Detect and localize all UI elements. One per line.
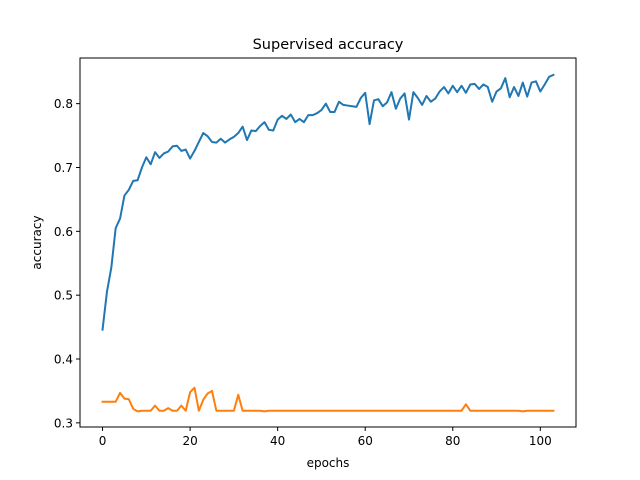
x-tick-label: 20 xyxy=(182,434,197,448)
x-tick-label: 60 xyxy=(358,434,373,448)
x-axis-label: epochs xyxy=(307,456,350,470)
x-tick-label: 40 xyxy=(270,434,285,448)
series-layer xyxy=(101,73,555,413)
y-tick-label: 0.4 xyxy=(54,353,73,367)
x-tick-label: 100 xyxy=(529,434,552,448)
y-axis: 0.3 0.4 0.5 0.6 0.7 0.8 xyxy=(54,97,80,430)
series-line-1 xyxy=(101,73,555,331)
x-axis: 0 20 40 60 80 100 xyxy=(99,427,552,448)
y-tick-label: 0.3 xyxy=(54,416,73,430)
x-tick-label: 80 xyxy=(445,434,460,448)
y-tick-label: 0.8 xyxy=(54,97,73,111)
y-tick-label: 0.6 xyxy=(54,225,73,239)
plot-frame xyxy=(79,57,577,428)
chart-title: Supervised accuracy xyxy=(253,37,404,53)
series-line-2 xyxy=(101,386,555,413)
y-axis-label: accuracy xyxy=(30,215,44,269)
y-tick-label: 0.7 xyxy=(54,161,73,175)
y-tick-label: 0.5 xyxy=(54,289,73,303)
x-tick-label: 0 xyxy=(99,434,107,448)
